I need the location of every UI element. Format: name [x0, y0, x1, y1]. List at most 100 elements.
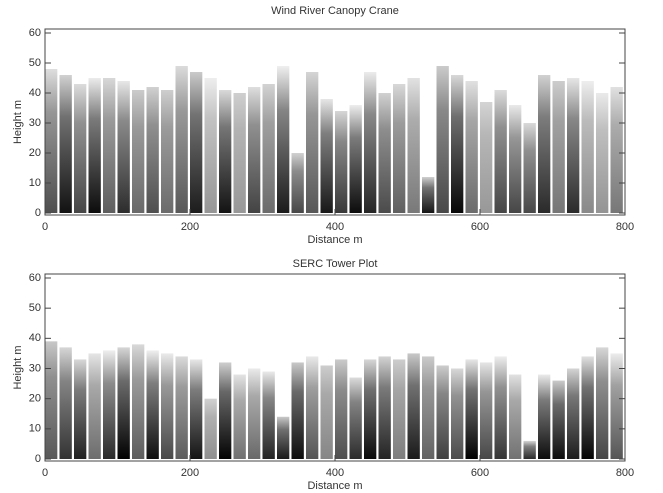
x-tick-label: 200 — [181, 221, 199, 233]
canopy-column — [610, 87, 623, 213]
y-tick-label: 30 — [29, 362, 41, 374]
canopy-column — [480, 362, 493, 459]
canopy-column — [465, 81, 478, 213]
canopy-column — [306, 72, 319, 213]
canopy-column — [349, 105, 362, 213]
canopy-column — [494, 90, 507, 213]
canopy-column — [132, 90, 145, 213]
canopy-column — [117, 81, 130, 213]
canopy-column — [291, 362, 304, 459]
canopy-column — [320, 365, 333, 459]
canopy-column — [480, 102, 493, 213]
canopy-column — [175, 66, 188, 213]
y-tick-label: 0 — [35, 453, 41, 465]
x-tick-label: 600 — [471, 221, 489, 233]
canopy-column — [581, 81, 594, 213]
canopy-column — [233, 374, 246, 459]
canopy-column — [378, 93, 391, 213]
x-axis-label: Distance m — [307, 480, 362, 492]
chart-title: SERC Tower Plot — [293, 258, 378, 270]
canopy-column — [59, 75, 72, 213]
canopy-column — [494, 356, 507, 459]
y-tick-label: 0 — [35, 207, 41, 219]
canopy-column — [88, 78, 101, 213]
canopy-column — [465, 359, 478, 459]
canopy-column — [175, 356, 188, 459]
canopy-column — [190, 359, 203, 459]
canopy-column — [204, 78, 217, 213]
canopy-column — [219, 90, 232, 213]
y-tick-label: 40 — [29, 87, 41, 99]
canopy-column — [349, 377, 362, 459]
x-tick-label: 0 — [42, 221, 48, 233]
y-tick-label: 60 — [29, 27, 41, 39]
y-axis-label: Height m — [12, 345, 24, 389]
x-tick-label: 400 — [326, 221, 344, 233]
canopy-column — [596, 347, 609, 459]
canopy-column — [320, 99, 333, 213]
y-tick-label: 60 — [29, 272, 41, 284]
canopy-column — [88, 353, 101, 459]
canopy-column — [117, 347, 130, 459]
canopy-column — [248, 87, 261, 213]
canopy-column — [161, 353, 174, 459]
x-tick-label: 400 — [326, 467, 344, 479]
y-tick-label: 50 — [29, 57, 41, 69]
canopy-column — [422, 177, 435, 213]
canopy-column — [146, 87, 159, 213]
canopy-column — [45, 341, 58, 459]
x-tick-label: 200 — [181, 467, 199, 479]
canopy-column — [277, 416, 290, 459]
canopy-column — [407, 78, 420, 213]
y-tick-label: 20 — [29, 147, 41, 159]
x-axis-label: Distance m — [307, 234, 362, 246]
canopy-column — [103, 350, 116, 459]
canopy-column — [451, 368, 464, 459]
canopy-column — [538, 75, 551, 213]
canopy-column — [335, 111, 348, 213]
y-tick-label: 10 — [29, 423, 41, 435]
canopy-column — [103, 78, 116, 213]
canopy-column — [306, 356, 319, 459]
y-axis-label: Height m — [12, 100, 24, 144]
canopy-column — [146, 350, 159, 459]
canopy-column — [132, 344, 145, 459]
canopy-column — [552, 81, 565, 213]
canopy-column — [378, 356, 391, 459]
canopy-column — [436, 66, 449, 213]
canopy-column — [538, 374, 551, 459]
y-tick-label: 40 — [29, 332, 41, 344]
x-tick-label: 600 — [471, 467, 489, 479]
canopy-column — [262, 84, 275, 213]
canopy-column — [74, 84, 87, 213]
y-tick-label: 50 — [29, 302, 41, 314]
canopy-column — [436, 365, 449, 459]
canopy-column — [364, 72, 377, 213]
canopy-column — [204, 398, 217, 459]
canopy-column — [581, 356, 594, 459]
canopy-column — [422, 356, 435, 459]
y-tick-label: 10 — [29, 177, 41, 189]
canopy-column — [190, 72, 203, 213]
canopy-column — [364, 359, 377, 459]
canopy-column — [567, 368, 580, 459]
canopy-column — [262, 371, 275, 459]
canopy-column — [567, 78, 580, 213]
canopy-column — [552, 380, 565, 459]
canopy-column — [277, 66, 290, 213]
canopy-column — [407, 353, 420, 459]
canopy-column — [596, 93, 609, 213]
canopy-column — [233, 93, 246, 213]
x-tick-label: 800 — [616, 221, 634, 233]
x-tick-label: 0 — [42, 467, 48, 479]
canopy-column — [393, 359, 406, 459]
canopy-column — [74, 359, 87, 459]
canopy-column — [509, 374, 522, 459]
canopy-column — [45, 69, 58, 213]
y-tick-label: 20 — [29, 393, 41, 405]
canopy-column — [335, 359, 348, 459]
canopy-column — [523, 123, 536, 213]
canopy-column — [219, 362, 232, 459]
y-tick-label: 30 — [29, 117, 41, 129]
